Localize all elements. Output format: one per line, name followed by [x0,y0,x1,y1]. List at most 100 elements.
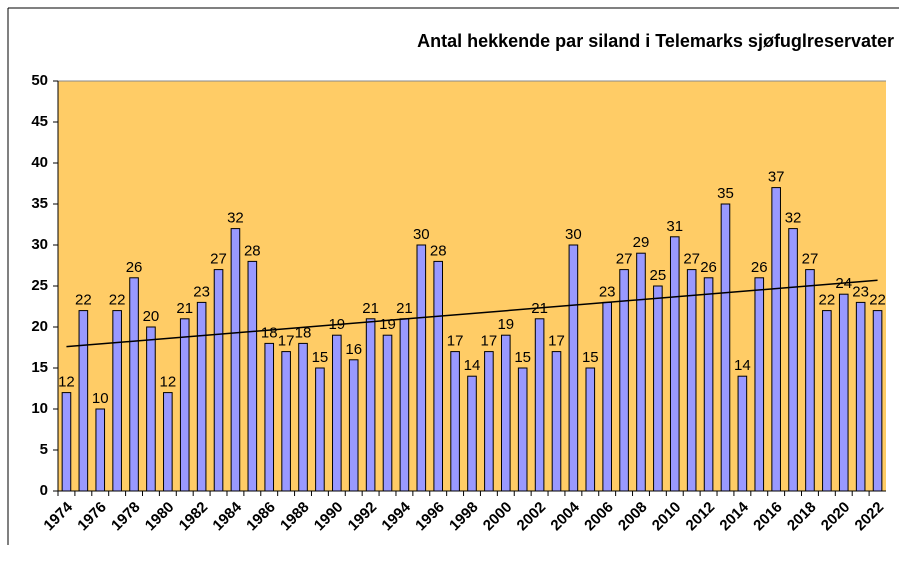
bar [433,260,444,492]
value-label: 23 [193,283,210,300]
bar [213,269,224,492]
x-tick-label: 1986 [243,499,279,535]
value-label: 35 [717,185,734,202]
y-tick-label: 10 [31,400,48,417]
x-tick-label: 2006 [581,499,617,535]
y-tick-label: 50 [31,72,48,89]
bar [686,269,697,492]
y-tick-label: 35 [31,195,48,212]
value-label: 27 [616,251,633,268]
value-label: 27 [210,251,227,268]
bar [365,318,376,492]
bar [771,187,781,492]
value-label: 22 [819,292,836,309]
value-label: 26 [126,259,143,276]
x-tick-label: 2002 [514,499,550,535]
value-label: 23 [599,283,616,300]
bar [534,318,545,492]
value-label: 27 [802,251,819,268]
bar [585,367,596,492]
value-label: 15 [312,349,329,366]
value-label: 21 [396,300,413,317]
bar [872,310,883,492]
value-label: 27 [683,251,700,268]
value-label: 22 [109,292,126,309]
bar [703,277,714,492]
bar [500,334,511,492]
y-tick-label: 5 [40,441,48,458]
value-label: 28 [244,242,261,259]
bar [163,392,173,492]
bar [298,342,308,492]
bar [146,326,156,492]
value-label: 37 [768,169,785,186]
value-label: 20 [143,308,160,325]
bar [78,310,89,492]
bar [653,285,663,492]
bar [315,367,325,492]
x-tick-label: 2020 [818,499,854,535]
value-label: 21 [176,300,193,317]
bar [805,269,815,492]
value-label: 22 [75,292,92,309]
x-tick-label: 1976 [74,499,110,535]
x-tick-label: 2014 [716,498,752,534]
x-tick-label: 2018 [784,499,820,535]
x-tick-label: 2016 [750,499,786,535]
bar [196,301,207,492]
x-tick-label: 2022 [852,499,888,535]
value-label: 15 [514,349,531,366]
bar [636,252,646,492]
y-tick-label: 40 [31,154,48,171]
bar [332,334,342,492]
value-label: 16 [345,341,362,358]
x-tick-label: 1980 [142,499,178,535]
bar [112,310,122,492]
y-tick-label: 25 [31,277,48,294]
bar [467,375,477,492]
value-label: 17 [548,333,565,350]
y-tick-label: 45 [31,113,48,130]
bar [838,293,849,492]
bar [382,334,393,492]
bar [281,351,291,492]
bar [619,269,629,492]
x-tick-label: 1994 [378,498,414,534]
y-tick-label: 0 [40,482,48,499]
bar [450,351,460,492]
bar [264,342,275,492]
x-tick-label: 1974 [40,498,76,534]
bar [517,367,528,492]
x-tick-label: 2010 [649,499,685,535]
bar [129,277,139,492]
value-label: 17 [447,333,464,350]
bar [568,244,579,492]
value-label: 12 [159,374,176,391]
x-tick-label: 1998 [446,499,482,535]
bar [179,318,190,492]
value-label: 26 [751,259,768,276]
value-label: 26 [700,259,717,276]
value-label: 18 [295,324,312,341]
value-label: 22 [869,292,886,309]
value-label: 21 [362,300,379,317]
x-tick-label: 2008 [615,499,651,535]
bar [230,228,241,492]
value-label: 32 [227,210,244,227]
value-label: 15 [582,349,599,366]
x-tick-label: 2000 [480,499,516,535]
x-tick-label: 1978 [108,499,144,535]
value-label: 18 [261,324,278,341]
bar [247,260,258,492]
bar [788,228,798,492]
value-label: 31 [666,218,683,235]
value-label: 30 [413,226,430,243]
value-label: 25 [650,267,667,284]
x-tick-label: 2012 [683,499,719,535]
value-label: 23 [852,283,869,300]
value-label: 14 [464,357,481,374]
bar [754,277,765,492]
value-label: 30 [565,226,582,243]
value-label: 19 [379,316,396,333]
